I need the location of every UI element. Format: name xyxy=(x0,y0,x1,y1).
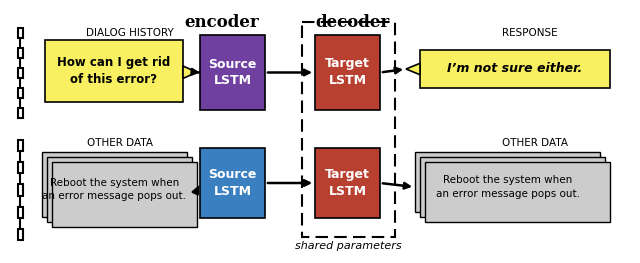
Bar xyxy=(17,140,22,151)
Bar xyxy=(315,35,380,110)
Bar xyxy=(302,22,395,237)
Bar xyxy=(17,229,22,240)
Bar xyxy=(17,207,22,218)
Bar xyxy=(17,184,22,196)
Bar xyxy=(17,28,22,38)
Bar xyxy=(420,157,605,217)
Text: Target
LSTM: Target LSTM xyxy=(325,58,370,88)
Polygon shape xyxy=(183,66,197,78)
Text: Source
LSTM: Source LSTM xyxy=(208,58,257,88)
Text: DIALOG HISTORY: DIALOG HISTORY xyxy=(86,28,174,38)
Bar xyxy=(17,48,22,58)
Bar xyxy=(47,157,192,222)
Bar xyxy=(420,50,610,88)
Text: How can I get rid
of this error?: How can I get rid of this error? xyxy=(58,56,171,86)
Bar xyxy=(45,40,183,102)
Text: encoder: encoder xyxy=(184,14,259,31)
Text: Reboot the system when
an error message pops out.: Reboot the system when an error message … xyxy=(42,178,186,201)
Bar xyxy=(17,88,22,98)
Text: Source
LSTM: Source LSTM xyxy=(208,168,257,198)
Text: shared parameters: shared parameters xyxy=(295,241,402,251)
Polygon shape xyxy=(406,63,420,75)
Bar xyxy=(17,162,22,173)
Bar xyxy=(17,108,22,118)
Bar xyxy=(52,162,197,227)
Text: Target
LSTM: Target LSTM xyxy=(325,168,370,198)
Text: I’m not sure either.: I’m not sure either. xyxy=(447,63,582,75)
Text: Reboot the system when
an error message pops out.: Reboot the system when an error message … xyxy=(435,175,579,199)
Bar xyxy=(200,148,265,218)
Text: OTHER DATA: OTHER DATA xyxy=(87,138,153,148)
Text: RESPONSE: RESPONSE xyxy=(502,28,558,38)
Bar xyxy=(315,148,380,218)
Bar xyxy=(415,152,600,212)
Text: OTHER DATA: OTHER DATA xyxy=(502,138,568,148)
Text: decoder: decoder xyxy=(315,14,389,31)
Bar xyxy=(425,162,610,222)
Bar xyxy=(42,152,187,217)
Bar xyxy=(200,35,265,110)
Bar xyxy=(17,68,22,78)
